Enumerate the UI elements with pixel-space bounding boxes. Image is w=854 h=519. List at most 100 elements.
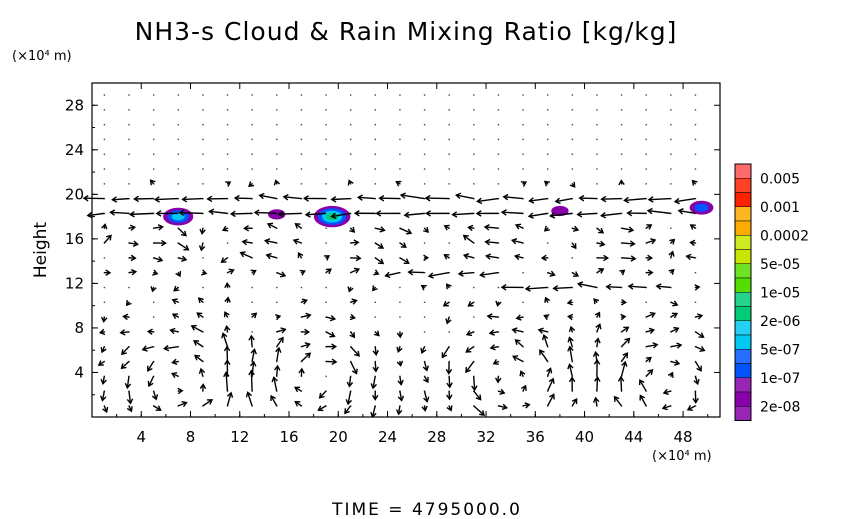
legend-swatch (734, 277, 752, 293)
grid-dot (202, 153, 204, 155)
grid-dot (448, 183, 450, 185)
grid-dot (571, 109, 574, 111)
wind-vector-head (277, 210, 284, 218)
cloud-contour (551, 205, 569, 217)
wind-vector-head (346, 381, 354, 388)
grid-dot (152, 94, 155, 96)
wind-vector-head (224, 296, 231, 303)
grid-dot (423, 138, 426, 141)
wind-vector (445, 283, 452, 290)
wind-vector-head (627, 283, 634, 290)
grid-dot (571, 138, 574, 141)
grid-dot (596, 375, 598, 378)
wind-vector (124, 376, 132, 390)
wind-vector-head (673, 326, 680, 333)
wind-vector-shaft (465, 346, 475, 353)
wind-vector (544, 296, 551, 303)
wind-vector-shaft (594, 352, 598, 362)
wind-vector-head (622, 352, 629, 359)
grid-dot (103, 168, 106, 170)
wind-vector-head (370, 383, 377, 390)
wind-vector-shaft (621, 257, 636, 260)
grid-dot (226, 168, 229, 170)
wind-vector-head (569, 181, 576, 188)
wind-vector-head (661, 404, 668, 411)
wind-vector (568, 325, 576, 333)
wind-vector-head (100, 316, 108, 323)
grid-dot (620, 286, 623, 289)
wind-vector (694, 331, 705, 338)
wind-vector-shaft (209, 210, 228, 215)
wind-vector (323, 255, 331, 261)
wind-vector-head (484, 238, 491, 246)
wind-vector-shaft (596, 377, 599, 392)
grid-dot (202, 286, 204, 289)
wind-vector (512, 355, 524, 363)
wind-vector-shaft (645, 329, 654, 333)
grid-dot (571, 123, 574, 126)
grid-dot (251, 346, 253, 348)
grid-dot (571, 360, 574, 363)
wind-vector-head (599, 212, 607, 219)
wind-vector (346, 376, 354, 388)
wind-vector (344, 405, 352, 415)
wind-vector-shaft (247, 392, 253, 407)
plot-frame (91, 82, 721, 418)
wind-vector-shaft (347, 390, 352, 405)
wind-vector-head (648, 327, 656, 335)
grid-dot (473, 286, 475, 289)
wind-vector-head (649, 311, 656, 318)
wind-vector (621, 226, 635, 233)
grid-dot (103, 94, 106, 96)
wind-vector-head (465, 330, 473, 337)
wind-vector-head (150, 286, 157, 293)
wind-vector-head (273, 364, 281, 371)
wind-vector-head (384, 271, 391, 279)
grid-dot (596, 183, 598, 185)
wind-vector-head (620, 298, 627, 306)
wind-vector (396, 360, 404, 367)
wind-vector-head (543, 180, 551, 187)
wind-vector (546, 367, 553, 377)
wind-vector (141, 345, 154, 352)
grid-dot (251, 212, 253, 215)
grid-dot (300, 375, 303, 378)
wind-vector (128, 210, 154, 218)
wind-vector-head (500, 284, 507, 291)
wind-vector (494, 376, 502, 384)
wind-vector-shaft (128, 242, 138, 246)
wind-vector-head (233, 194, 240, 202)
wind-vector (655, 283, 671, 290)
wind-vector-head (465, 366, 471, 374)
grid-dot (276, 94, 278, 96)
grid-dot (177, 153, 179, 155)
wind-vector-head (157, 224, 164, 231)
wind-vector (153, 405, 162, 411)
wind-vector (197, 297, 204, 304)
wind-vector-shaft (194, 354, 204, 363)
wind-vector-head (280, 327, 287, 334)
grid-dot (547, 242, 549, 244)
grid-dot (448, 257, 450, 259)
grid-dot (670, 257, 672, 259)
wind-vector (126, 390, 134, 405)
wind-vector-shaft (350, 346, 360, 357)
grid-dot (202, 123, 204, 126)
wind-vector-shaft (606, 285, 622, 289)
grid-dot (226, 123, 229, 126)
grid-dot (571, 346, 574, 348)
grid-dot (103, 212, 106, 215)
grid-dot (596, 168, 598, 170)
wind-vector-shaft (399, 376, 402, 385)
grid-dot (670, 212, 672, 215)
wind-vector-head (445, 318, 452, 325)
wind-vector-shaft (620, 377, 623, 392)
grid-dot (325, 168, 327, 170)
wind-vector-shaft (349, 361, 358, 374)
wind-vector-head (446, 382, 453, 389)
wind-vector (202, 399, 214, 407)
grid-dot (571, 257, 574, 259)
grid-dot (620, 94, 623, 96)
wind-vector (325, 358, 338, 366)
wind-vector-head (423, 254, 430, 262)
